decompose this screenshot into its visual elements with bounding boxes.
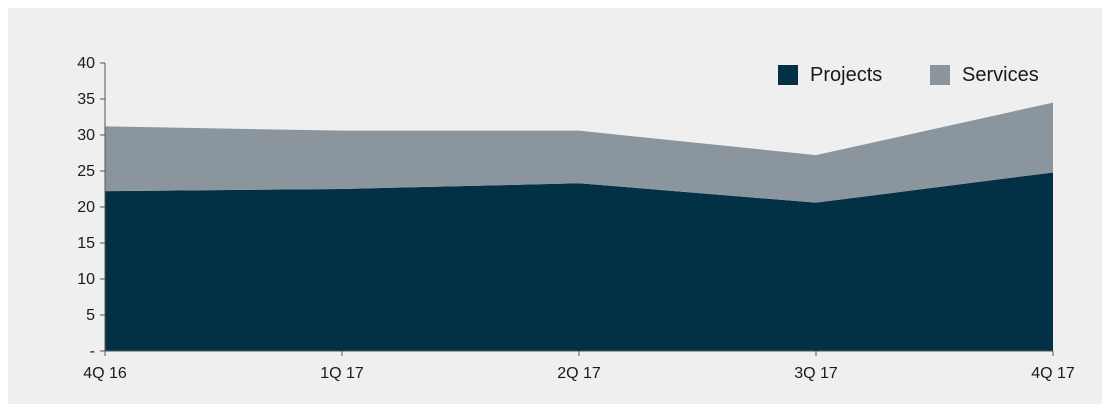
legend-label-services: Services	[962, 64, 1039, 86]
y-tick-label: 10	[77, 271, 95, 288]
chart-panel: -5 10 15 20 25 30 35 40 4Q 16 1Q 17 2Q 17 3Q 17 4Q …	[8, 8, 1102, 404]
legend-swatch-projects	[778, 65, 798, 85]
y-axis-ticks: - 5 10 15 20 25 30 35 40	[77, 55, 105, 360]
x-tick-label: 2Q 17	[557, 365, 601, 382]
x-tick-label: 4Q 17	[1031, 365, 1075, 382]
area-series-services	[105, 102, 1053, 203]
y-tick-label: -	[90, 343, 95, 360]
x-tick-label: 3Q 17	[794, 365, 838, 382]
y-tick-label: 35	[77, 91, 95, 108]
area-layer	[105, 102, 1053, 351]
y-tick-label: 40	[77, 55, 95, 72]
x-tick-label: 4Q 16	[83, 365, 127, 382]
y-tick-label: 30	[77, 127, 95, 144]
x-axis-ticks: 4Q 16 1Q 17 2Q 17 3Q 17 4Q 17	[83, 351, 1075, 382]
legend-swatch-services	[930, 65, 950, 85]
y-tick-label: 15	[77, 235, 95, 252]
x-tick-label: 1Q 17	[320, 365, 364, 382]
y-tick-label: 5	[86, 307, 95, 324]
area-series-projects	[105, 172, 1053, 351]
legend-label-projects: Projects	[810, 64, 882, 86]
y-tick-label: 20	[77, 199, 95, 216]
y-tick-label: 25	[77, 163, 95, 180]
legend: Projects Services	[778, 64, 1039, 86]
